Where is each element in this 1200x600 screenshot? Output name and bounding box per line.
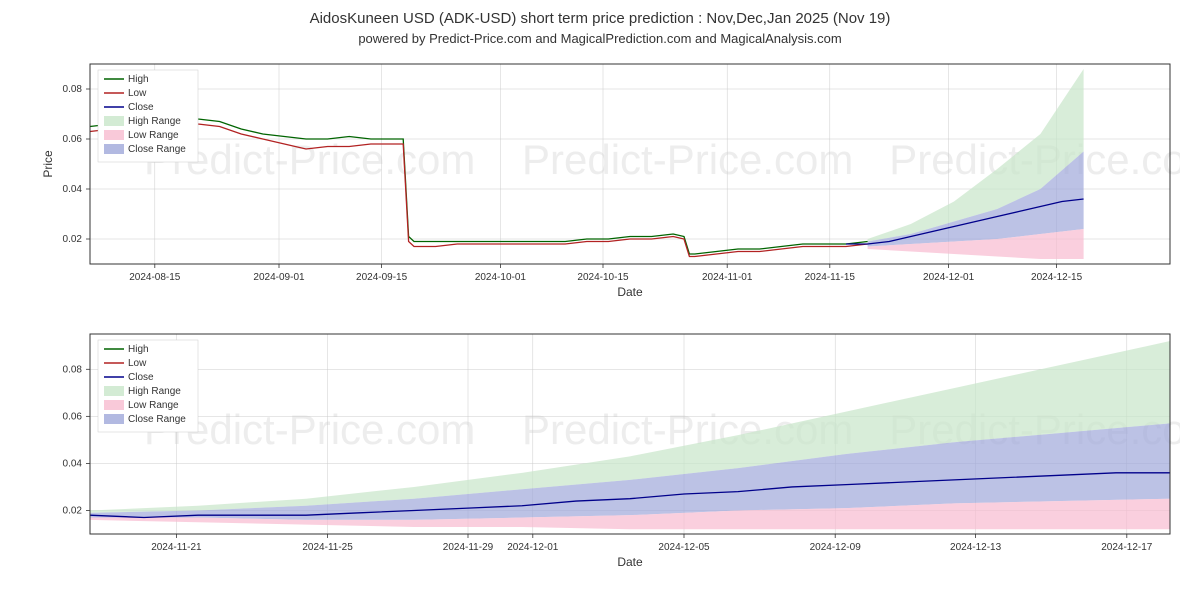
svg-text:Date: Date [617, 555, 643, 569]
svg-text:2024-12-15: 2024-12-15 [1031, 272, 1083, 283]
svg-text:2024-12-09: 2024-12-09 [810, 542, 862, 553]
svg-text:0.02: 0.02 [63, 234, 83, 245]
svg-text:2024-10-15: 2024-10-15 [577, 272, 629, 283]
svg-text:Price: Price [41, 150, 55, 178]
svg-text:Low: Low [128, 88, 147, 99]
svg-text:0.04: 0.04 [63, 458, 83, 469]
svg-text:Close: Close [128, 372, 154, 383]
svg-text:0.04: 0.04 [63, 184, 83, 195]
svg-text:2024-12-17: 2024-12-17 [1101, 542, 1153, 553]
chart-subtitle: powered by Predict-Price.com and Magical… [20, 31, 1180, 46]
svg-text:2024-11-15: 2024-11-15 [805, 272, 856, 283]
svg-text:0.08: 0.08 [63, 84, 83, 95]
svg-text:Low Range: Low Range [128, 130, 179, 141]
svg-text:High Range: High Range [128, 386, 181, 397]
chart-title: AidosKuneen USD (ADK-USD) short term pri… [20, 10, 1180, 27]
svg-text:0.06: 0.06 [63, 411, 83, 422]
svg-text:2024-11-21: 2024-11-21 [151, 542, 202, 553]
svg-text:Close Range: Close Range [128, 414, 186, 425]
svg-text:2024-11-01: 2024-11-01 [702, 272, 753, 283]
svg-text:Low: Low [128, 358, 147, 369]
chart-svg: Predict-Price.comPredict-Price.comPredic… [20, 54, 1180, 584]
svg-text:2024-12-01: 2024-12-01 [507, 542, 559, 553]
svg-text:0.02: 0.02 [63, 505, 83, 516]
svg-text:0.06: 0.06 [63, 134, 83, 145]
svg-text:0.08: 0.08 [63, 364, 83, 375]
svg-text:2024-10-01: 2024-10-01 [475, 272, 527, 283]
svg-text:2024-12-13: 2024-12-13 [950, 542, 1002, 553]
svg-text:High Range: High Range [128, 116, 181, 127]
svg-text:2024-09-15: 2024-09-15 [356, 272, 408, 283]
svg-text:Predict-Price.com: Predict-Price.com [522, 136, 853, 183]
svg-text:2024-12-05: 2024-12-05 [658, 542, 710, 553]
svg-text:2024-12-01: 2024-12-01 [923, 272, 975, 283]
svg-text:High: High [128, 344, 149, 355]
svg-text:High: High [128, 74, 149, 85]
svg-text:Date: Date [617, 285, 643, 299]
svg-text:Low Range: Low Range [128, 400, 179, 411]
svg-text:2024-11-25: 2024-11-25 [302, 542, 353, 553]
svg-text:2024-11-29: 2024-11-29 [443, 542, 494, 553]
svg-text:Close: Close [128, 102, 154, 113]
svg-text:2024-09-01: 2024-09-01 [253, 272, 305, 283]
svg-text:Close Range: Close Range [128, 144, 186, 155]
svg-text:2024-08-15: 2024-08-15 [129, 272, 181, 283]
chart-container: AidosKuneen USD (ADK-USD) short term pri… [20, 10, 1180, 584]
